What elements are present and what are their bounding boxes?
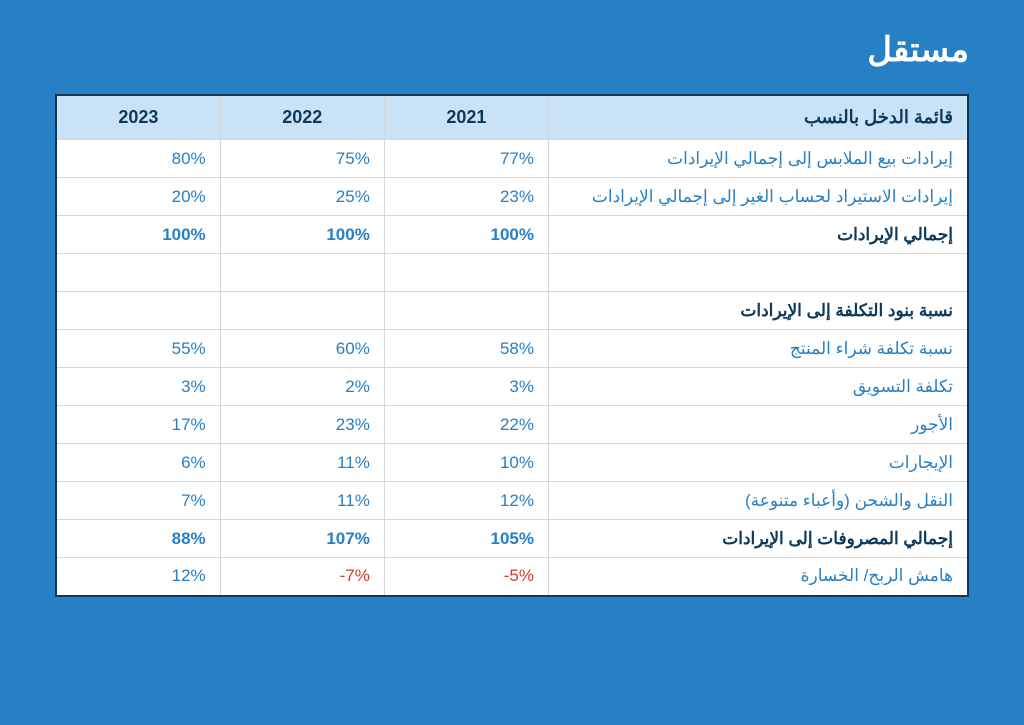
table-row: إيرادات الاستيراد لحساب الغير إلى إجمالي… [56,178,968,216]
cell-y2023: 100% [56,216,220,254]
cell-y2023: 88% [56,520,220,558]
table-row: نسبة بنود التكلفة إلى الإيرادات [56,292,968,330]
table-row: إجمالي المصروفات إلى الإيرادات105%107%88… [56,520,968,558]
table-row: النقل والشحن (وأعباء متنوعة)12%11%7% [56,482,968,520]
col-header-2023: 2023 [56,95,220,140]
brand-logo: مستقل [55,30,969,70]
col-header-title: قائمة الدخل بالنسب [548,95,968,140]
table-row: إجمالي الإيرادات100%100%100% [56,216,968,254]
cell-y2023 [56,292,220,330]
cell-y2023: 17% [56,406,220,444]
col-header-2022: 2022 [220,95,384,140]
cell-y2021: 12% [384,482,548,520]
cell-y2022 [220,292,384,330]
row-label: الإيجارات [548,444,968,482]
row-label [548,254,968,292]
cell-y2022: 25% [220,178,384,216]
cell-y2022: 23% [220,406,384,444]
cell-y2023: 3% [56,368,220,406]
cell-y2023: 7% [56,482,220,520]
row-label: هامش الربح/ الخسارة [548,558,968,596]
cell-y2022: 60% [220,330,384,368]
cell-y2021 [384,292,548,330]
income-statement-table: قائمة الدخل بالنسب 2021 2022 2023 إيرادا… [55,94,969,597]
cell-y2022: 11% [220,482,384,520]
row-label: تكلفة التسويق [548,368,968,406]
table-row: الإيجارات10%11%6% [56,444,968,482]
table-row: إيرادات بيع الملابس إلى إجمالي الإيرادات… [56,140,968,178]
cell-y2021: 77% [384,140,548,178]
cell-y2022: -7% [220,558,384,596]
table-row [56,254,968,292]
cell-y2022: 75% [220,140,384,178]
cell-y2021: 10% [384,444,548,482]
row-label: الأجور [548,406,968,444]
table-row: هامش الربح/ الخسارة-5%-7%12% [56,558,968,596]
table-row: الأجور22%23%17% [56,406,968,444]
cell-y2021: 3% [384,368,548,406]
table-body: إيرادات بيع الملابس إلى إجمالي الإيرادات… [56,140,968,596]
cell-y2022 [220,254,384,292]
cell-y2021: 23% [384,178,548,216]
cell-y2022: 100% [220,216,384,254]
cell-y2022: 107% [220,520,384,558]
table-row: تكلفة التسويق3%2%3% [56,368,968,406]
cell-y2023 [56,254,220,292]
cell-y2021 [384,254,548,292]
cell-y2021: 22% [384,406,548,444]
row-label: النقل والشحن (وأعباء متنوعة) [548,482,968,520]
cell-y2023: 20% [56,178,220,216]
table-row: نسبة تكلفة شراء المنتج58%60%55% [56,330,968,368]
cell-y2021: 100% [384,216,548,254]
cell-y2023: 12% [56,558,220,596]
row-label: نسبة تكلفة شراء المنتج [548,330,968,368]
cell-y2021: 105% [384,520,548,558]
cell-y2023: 6% [56,444,220,482]
row-label: إيرادات بيع الملابس إلى إجمالي الإيرادات [548,140,968,178]
row-label: إجمالي المصروفات إلى الإيرادات [548,520,968,558]
row-label: إيرادات الاستيراد لحساب الغير إلى إجمالي… [548,178,968,216]
table-header-row: قائمة الدخل بالنسب 2021 2022 2023 [56,95,968,140]
row-label: إجمالي الإيرادات [548,216,968,254]
col-header-2021: 2021 [384,95,548,140]
row-label: نسبة بنود التكلفة إلى الإيرادات [548,292,968,330]
cell-y2023: 55% [56,330,220,368]
cell-y2021: 58% [384,330,548,368]
cell-y2022: 2% [220,368,384,406]
cell-y2021: -5% [384,558,548,596]
cell-y2022: 11% [220,444,384,482]
cell-y2023: 80% [56,140,220,178]
